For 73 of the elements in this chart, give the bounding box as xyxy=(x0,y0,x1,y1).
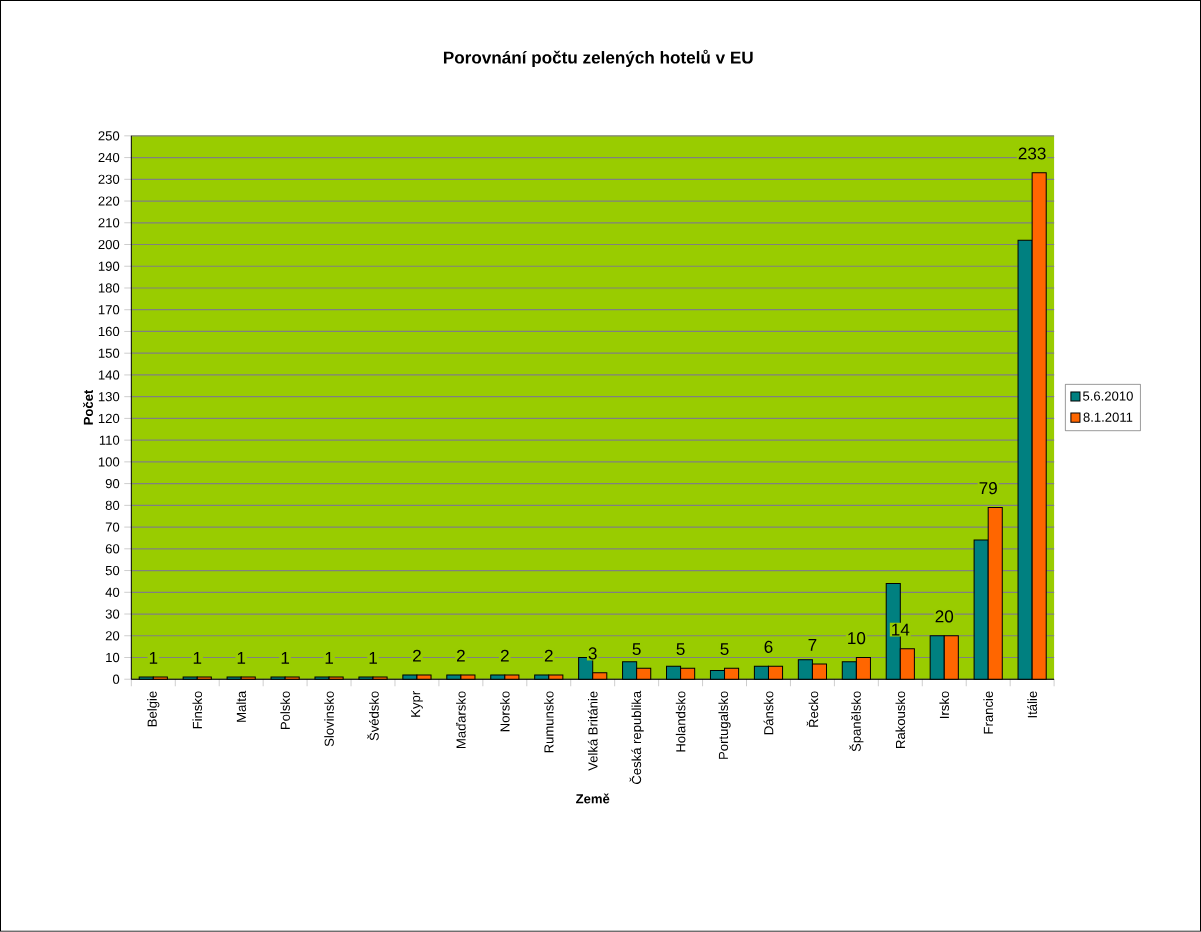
y-tick-label: 130 xyxy=(98,392,120,402)
y-tick-label: 250 xyxy=(98,131,120,141)
x-tick-label: Dánsko xyxy=(763,691,774,735)
y-tick-label: 50 xyxy=(105,566,120,576)
data-label: 2 xyxy=(457,649,465,662)
y-tick-label: 200 xyxy=(98,239,120,250)
y-tick-label: 30 xyxy=(105,609,120,619)
x-tick-label: Portugalsko xyxy=(718,691,731,759)
y-tick-label: 190 xyxy=(98,261,120,271)
data-label: 5 xyxy=(632,643,641,656)
y-tick-label: 230 xyxy=(98,174,120,185)
x-tick-label: Švédsko xyxy=(367,691,379,741)
y-tick-label: 140 xyxy=(98,370,120,380)
data-label: 1 xyxy=(281,652,290,664)
legend-label: 5.6.2010 xyxy=(1082,391,1133,401)
y-tick-label: 180 xyxy=(98,283,120,293)
x-tick-label: Velká Británie xyxy=(587,691,598,771)
y-tick-label: 70 xyxy=(105,522,120,532)
data-label: 5 xyxy=(720,643,729,656)
y-tick-label: 0 xyxy=(112,674,120,684)
data-label: 14 xyxy=(892,623,910,636)
data-label: 1 xyxy=(237,652,246,664)
y-tick-label: 210 xyxy=(98,218,120,228)
x-tick-label: Polsko xyxy=(280,691,290,730)
x-tick-label: Norsko xyxy=(500,691,510,732)
x-tick-label: Kypr xyxy=(411,691,423,717)
x-tick-label: Řecko xyxy=(806,691,819,727)
x-tick-label: Francie xyxy=(983,691,993,734)
x-tick-label: Rakousko xyxy=(895,691,906,749)
x-tick-label: Malta xyxy=(236,690,246,722)
y-tick-label: 10 xyxy=(106,652,120,663)
data-label: 233 xyxy=(1018,147,1046,160)
y-tick-label: 100 xyxy=(98,457,120,467)
x-tick-label: Irsko xyxy=(939,691,950,719)
data-label: 1 xyxy=(325,652,333,664)
data-label: 5 xyxy=(676,643,685,656)
data-label: 2 xyxy=(500,649,509,662)
y-tick-label: 220 xyxy=(98,196,120,206)
x-tick-label: Finsko xyxy=(192,691,203,729)
y-axis-title: Počet xyxy=(83,389,93,425)
x-tick-label: Itálie xyxy=(1027,691,1038,718)
y-tick-label: 160 xyxy=(98,326,120,337)
data-label: 7 xyxy=(808,639,817,651)
data-label: 79 xyxy=(979,482,997,495)
x-tick-label: Belgie xyxy=(147,691,160,727)
y-tick-label: 120 xyxy=(98,413,120,424)
y-tick-label: 170 xyxy=(98,305,120,315)
x-tick-label: Španělsko xyxy=(849,691,864,752)
y-tick-label: 20 xyxy=(105,631,120,641)
x-axis-title: Země xyxy=(576,793,610,804)
y-tick-label: 110 xyxy=(99,435,120,445)
y-tick-label: 40 xyxy=(105,587,120,598)
data-label: 10 xyxy=(848,632,866,645)
data-label: 3 xyxy=(588,647,597,660)
y-tick-label: 90 xyxy=(105,479,120,489)
data-label: 2 xyxy=(413,649,421,662)
data-label: 2 xyxy=(544,649,553,662)
y-tick-label: 60 xyxy=(105,544,120,554)
y-tick-label: 80 xyxy=(105,500,120,511)
data-label: 1 xyxy=(149,652,158,664)
data-label: 1 xyxy=(369,652,377,664)
x-tick-label: Maďarsko xyxy=(456,691,466,749)
y-tick-label: 240 xyxy=(98,153,120,163)
chart-title: Porovnání počtu zelených hotelů v EU xyxy=(443,49,753,68)
data-label: 20 xyxy=(935,610,954,623)
data-label: 6 xyxy=(764,640,773,654)
x-tick-label: Rumunsko xyxy=(543,691,554,753)
legend-label: 8.1.2011 xyxy=(1083,412,1133,422)
x-tick-label: Česká republika xyxy=(629,690,644,785)
x-tick-label: Holandsko xyxy=(675,691,686,752)
y-tick-label: 150 xyxy=(98,348,120,358)
data-label: 1 xyxy=(193,652,202,664)
x-tick-label: Slovinsko xyxy=(324,691,334,747)
